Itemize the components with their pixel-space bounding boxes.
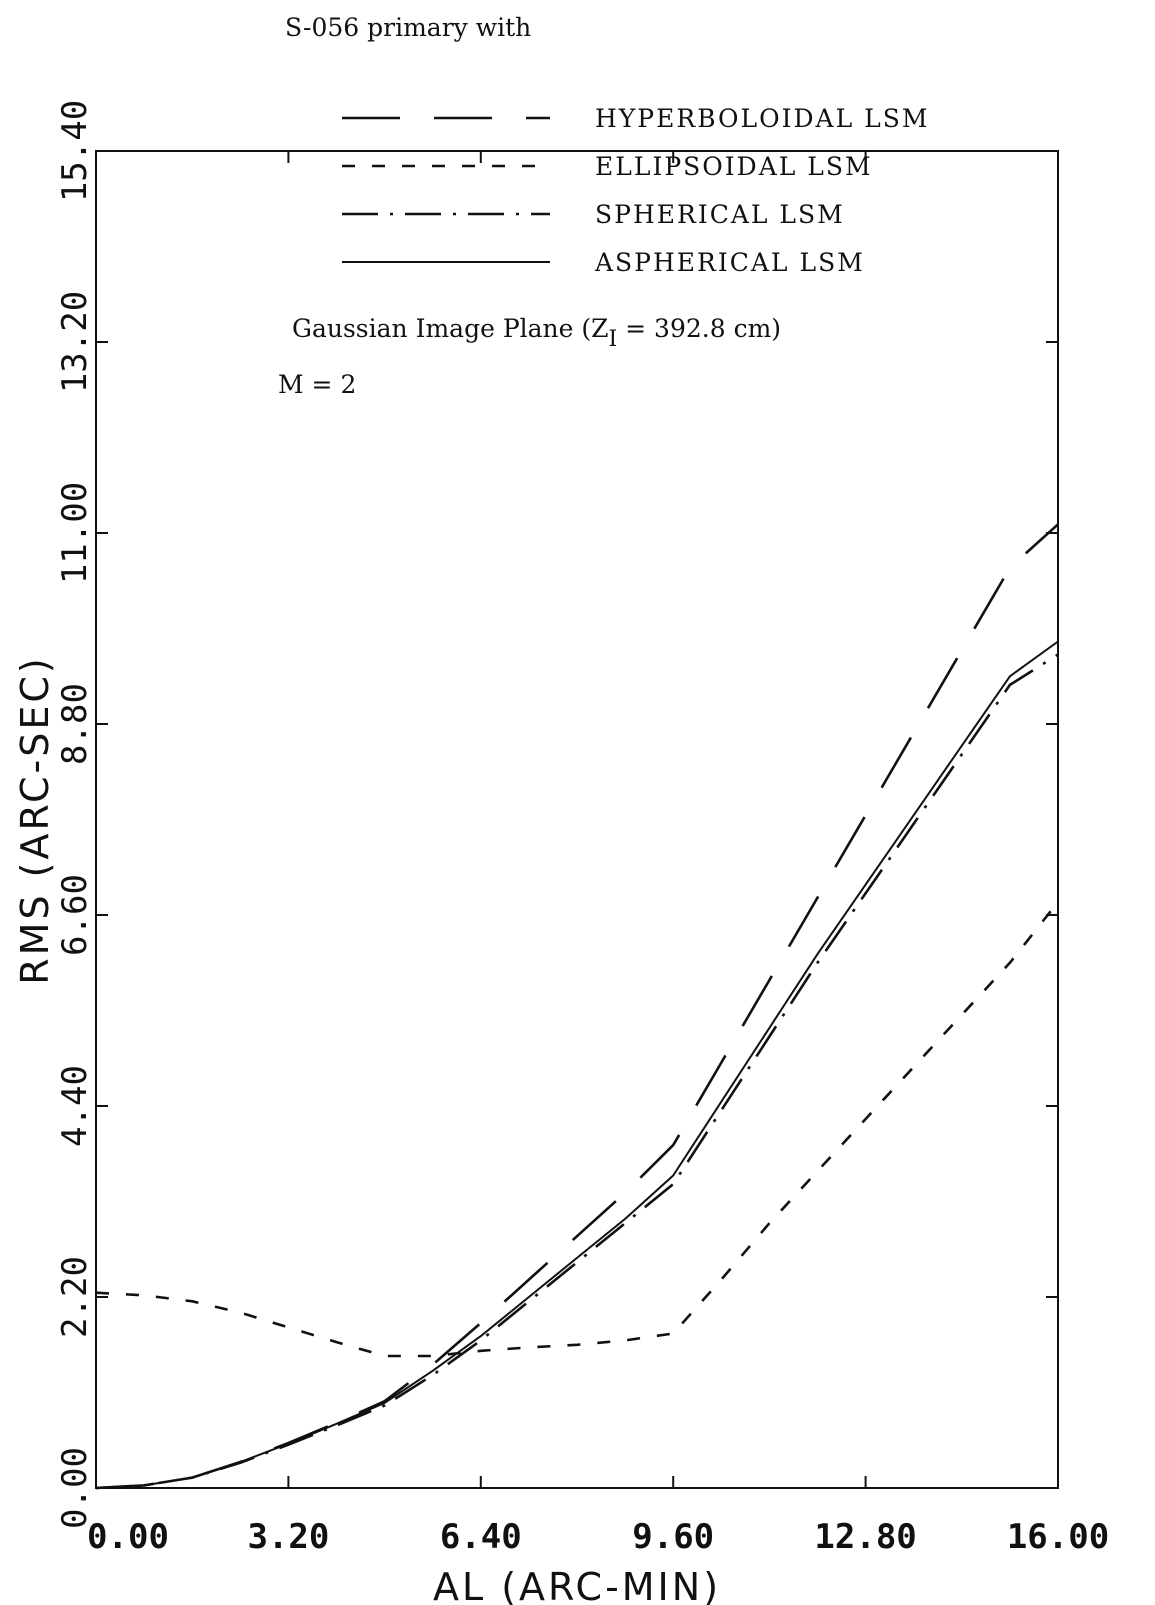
x-tick-label-5: 16.00: [1007, 1517, 1109, 1557]
y-tick-label-6: 13.20: [55, 291, 95, 393]
plot-frame: [95, 150, 1059, 1489]
y-tick-label-0: 0.00: [55, 1447, 95, 1529]
series-line-hyperboloidal-lsm: [95, 523, 1059, 1490]
image-plane-annotation: Gaussian Image Plane (ZI = 392.8 cm): [292, 314, 781, 352]
y-tick-label-1: 2.20: [55, 1256, 95, 1338]
legend-label-2: SPHERICAL LSM: [595, 200, 845, 229]
y-tick-label-3: 6.60: [55, 874, 95, 956]
image-plane-prefix: Gaussian Image Plane (Z: [292, 314, 609, 343]
y-tick-label-2: 4.40: [55, 1065, 95, 1147]
y-tick-label-5: 11.00: [55, 482, 95, 584]
x-tick-label-1: 3.20: [247, 1517, 329, 1557]
series-line-aspherical-lsm: [95, 640, 1059, 1489]
series-line-spherical-lsm: [95, 653, 1059, 1490]
axis-ticks: [95, 150, 1059, 1489]
legend-label-1: ELLIPSOIDAL LSM: [595, 152, 873, 181]
y-axis-label: RMS (ARC-SEC): [13, 655, 57, 984]
y-tick-label-7: 15.40: [55, 100, 95, 202]
m-annotation: M = 2: [278, 370, 356, 399]
series-line-ellipsoidal-lsm: [95, 901, 1060, 1358]
legend-label-0: HYPERBOLOIDAL LSM: [595, 104, 929, 133]
legend-label-3: ASPHERICAL LSM: [594, 248, 865, 277]
x-tick-label-2: 6.40: [440, 1517, 522, 1557]
x-tick-label-4: 12.80: [814, 1517, 916, 1557]
x-tick-labels: 0.00 3.20 6.40 9.60 12.80 16.00: [87, 1517, 1109, 1557]
x-tick-label-3: 9.60: [632, 1517, 714, 1557]
x-axis-label: AL (ARC-MIN): [433, 1565, 721, 1605]
x-tick-label-0: 0.00: [87, 1517, 169, 1557]
series-group: [95, 523, 1060, 1490]
image-plane-suffix: = 392.8 cm): [617, 314, 781, 343]
y-tick-label-4: 8.80: [55, 683, 95, 765]
y-tick-labels: 0.00 2.20 4.40 6.60 8.80 11.00 13.20 15.40: [55, 100, 95, 1529]
legend: HYPERBOLOIDAL LSM ELLIPSOIDAL LSM SPHERICA…: [342, 104, 929, 277]
header-text: S-056 primary with: [285, 13, 531, 42]
image-plane-subscript: I: [609, 327, 618, 352]
